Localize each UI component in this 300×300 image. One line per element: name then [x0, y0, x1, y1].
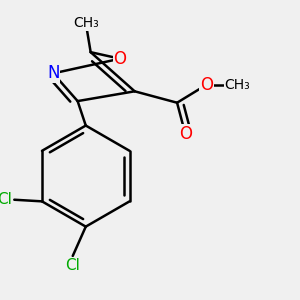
Text: CH₃: CH₃ [73, 16, 99, 30]
Text: O: O [113, 50, 127, 68]
Text: CH₃: CH₃ [224, 78, 250, 92]
Text: N: N [47, 64, 59, 82]
Text: O: O [179, 125, 192, 143]
Text: Cl: Cl [0, 192, 12, 207]
Text: Cl: Cl [65, 258, 80, 273]
Text: O: O [200, 76, 213, 94]
